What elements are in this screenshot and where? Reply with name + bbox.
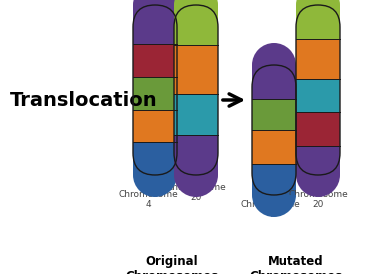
Bar [252, 99, 296, 130]
Text: Translocation: Translocation [10, 90, 158, 110]
Bar [174, 45, 218, 95]
Wedge shape [174, 175, 218, 197]
Wedge shape [252, 43, 296, 65]
Text: Chromosome
4: Chromosome 4 [240, 200, 300, 219]
Text: Chromosome
20: Chromosome 20 [288, 190, 348, 209]
Bar [296, 112, 340, 146]
Bar [133, 44, 177, 77]
Bar [252, 164, 296, 195]
Bar [252, 65, 296, 99]
Text: Original
Chromosomes: Original Chromosomes [125, 255, 219, 274]
Wedge shape [133, 0, 177, 5]
Bar [174, 5, 218, 45]
Bar [296, 146, 340, 175]
Bar [296, 5, 340, 39]
Wedge shape [296, 175, 340, 197]
Bar [296, 79, 340, 112]
Wedge shape [133, 175, 177, 197]
Wedge shape [252, 195, 296, 217]
Bar [133, 77, 177, 110]
Wedge shape [296, 0, 340, 5]
Wedge shape [174, 0, 218, 5]
Bar [252, 130, 296, 164]
Text: Chromosome
20: Chromosome 20 [166, 183, 226, 202]
Text: Chromosome
4: Chromosome 4 [118, 190, 178, 209]
Bar [133, 110, 177, 142]
Bar [133, 142, 177, 175]
Bar [296, 39, 340, 79]
Bar [174, 95, 218, 135]
Bar [174, 135, 218, 175]
Bar [133, 5, 177, 44]
Text: Mutated
Chromosomes: Mutated Chromosomes [249, 255, 343, 274]
